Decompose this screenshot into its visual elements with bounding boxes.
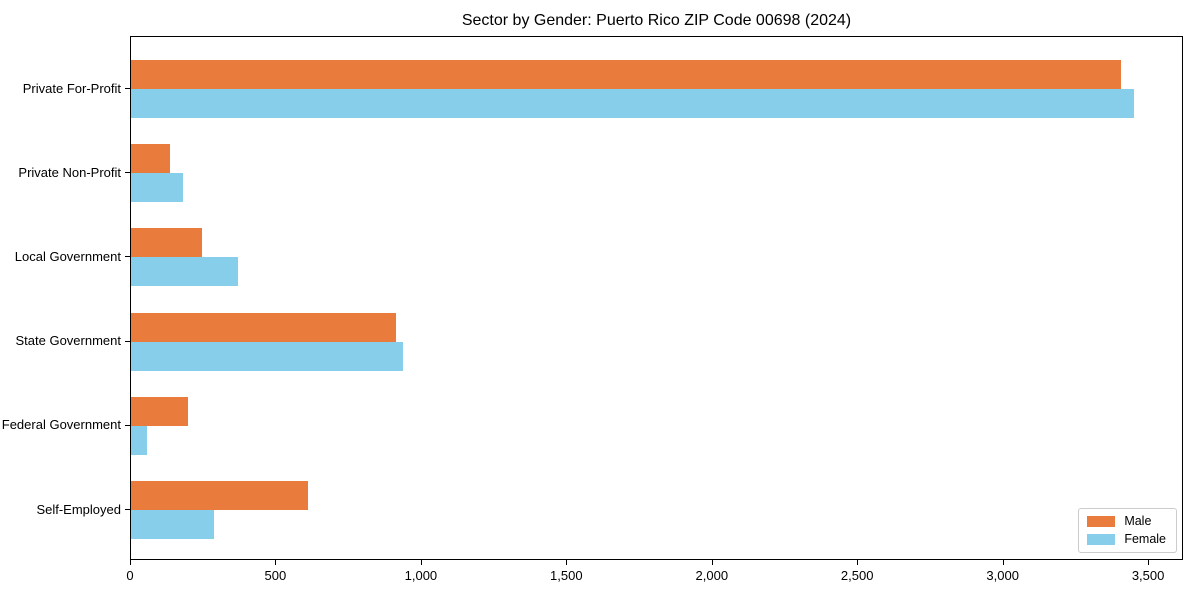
plot-area: Male Female	[130, 36, 1183, 560]
legend: Male Female	[1078, 508, 1177, 553]
chart-title: Sector by Gender: Puerto Rico ZIP Code 0…	[461, 12, 852, 29]
bar-male-5	[131, 396, 188, 426]
ytick-label: Federal Government	[1, 417, 121, 433]
ytick-mark	[125, 424, 130, 426]
ytick-label: Self-Employed	[36, 501, 121, 517]
legend-swatch-male	[1087, 516, 1116, 527]
ytick-mark	[125, 340, 130, 342]
xtick-label: 500	[264, 568, 287, 583]
xtick-mark	[566, 560, 568, 565]
xtick-mark	[275, 560, 277, 565]
xtick-mark	[1002, 560, 1004, 565]
bar-male-1	[131, 60, 1122, 89]
ytick-label: Private For-Profit	[22, 80, 121, 96]
bar-female-1	[131, 89, 1135, 118]
xtick-mark	[420, 560, 422, 565]
bar-female-4	[131, 341, 403, 371]
bar-male-2	[131, 144, 170, 174]
xtick-label: 3,000	[986, 568, 1019, 583]
legend-label: Male	[1124, 514, 1152, 528]
ytick-mark	[125, 509, 130, 510]
legend-item-male: Male	[1087, 515, 1166, 528]
legend-label: Female	[1124, 532, 1166, 546]
bar-female-6	[131, 510, 214, 539]
xtick-mark	[857, 560, 859, 565]
bar-female-2	[131, 173, 184, 203]
xtick-mark	[711, 560, 713, 565]
ytick-label: State Government	[15, 333, 122, 349]
bar-male-6	[131, 481, 309, 510]
legend-item-female: Female	[1087, 533, 1166, 546]
xtick-label: 2,500	[840, 568, 874, 583]
bar-female-5	[131, 425, 147, 455]
xtick-label: 0	[126, 568, 134, 583]
legend-swatch-female	[1087, 534, 1116, 545]
xtick-mark	[1148, 560, 1150, 565]
xtick-label: 1,000	[404, 568, 438, 583]
bar-male-3	[131, 228, 202, 258]
ytick-mark	[125, 172, 130, 174]
ytick-label: Private Non-Profit	[18, 164, 121, 180]
xtick-label: 1,500	[550, 568, 583, 583]
xtick-mark	[130, 560, 131, 565]
ytick-mark	[125, 256, 130, 258]
ytick-mark	[125, 88, 130, 89]
ytick-label: Local Government	[14, 248, 121, 264]
bar-female-3	[131, 257, 238, 287]
bar-male-4	[131, 312, 396, 342]
xtick-label: 2,000	[695, 568, 729, 583]
xtick-label: 3,500	[1131, 568, 1165, 583]
